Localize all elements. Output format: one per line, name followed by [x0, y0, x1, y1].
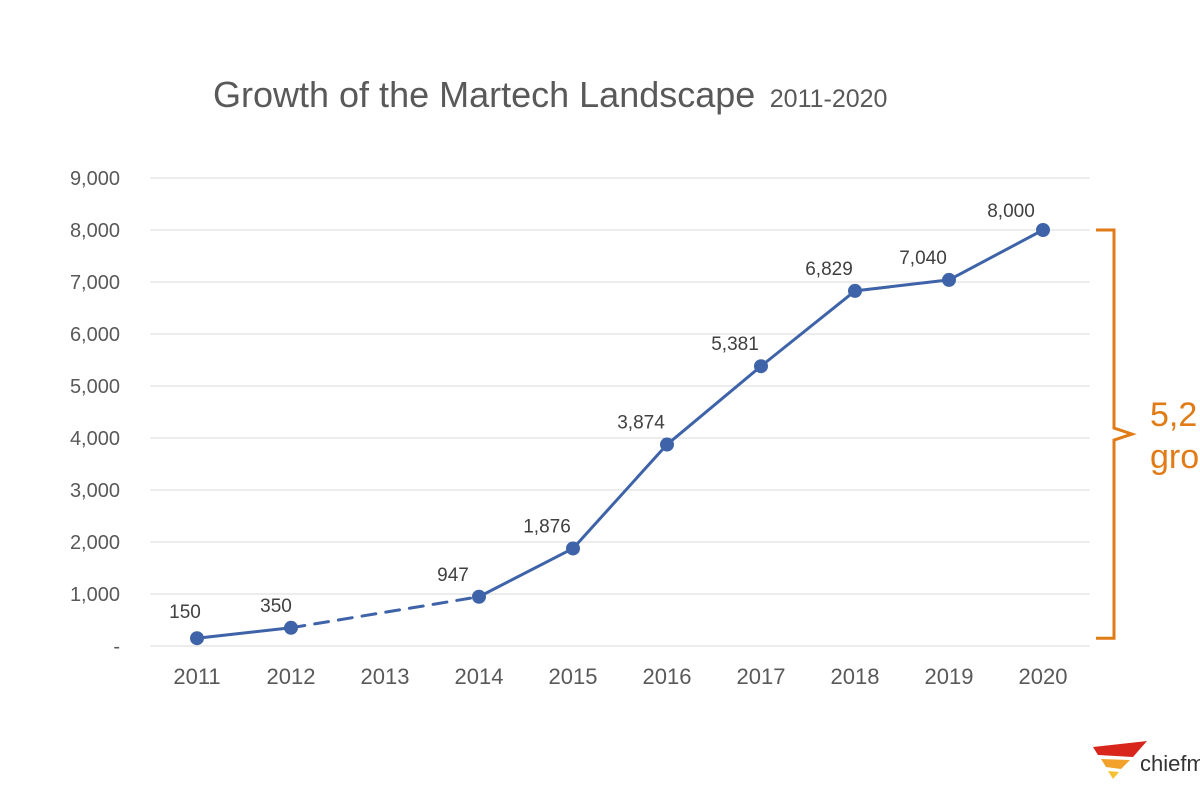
- x-tick-label: 2019: [925, 664, 974, 689]
- y-tick-label: 8,000: [70, 220, 120, 242]
- x-tick-label: 2020: [1019, 664, 1068, 689]
- data-point: [942, 272, 956, 287]
- logo-mark-top: [1093, 741, 1147, 757]
- y-tick-label: 6,000: [70, 324, 120, 346]
- data-point: [566, 541, 580, 556]
- line-segment-dashed: [289, 595, 481, 630]
- y-tick-label: 4,000: [70, 428, 120, 450]
- growth-bracket: [1096, 228, 1137, 640]
- y-tick-label: 7,000: [70, 272, 120, 294]
- line-segment: [947, 228, 1045, 282]
- line-segment: [571, 443, 669, 550]
- y-tick-label: 9,000: [70, 168, 120, 190]
- x-tick-label: 2016: [643, 664, 692, 689]
- chart-title: Growth of the Martech Landscape: [213, 74, 755, 115]
- data-label: 350: [260, 596, 292, 617]
- data-point: [284, 620, 298, 635]
- y-tick-label: 2,000: [70, 532, 120, 554]
- data-point: [1036, 223, 1050, 237]
- data-point: [660, 437, 674, 452]
- data-label: 5,381: [711, 334, 759, 355]
- y-tick-label: 3,000: [70, 480, 120, 502]
- y-axis-ticks: - 1,000 2,000 3,000 4,000 5,000 6,000 7,000 8,00…: [70, 168, 120, 658]
- chiefmartec-logo: chiefm: [1093, 741, 1200, 779]
- data-point: [848, 283, 862, 298]
- line-segment: [759, 289, 857, 368]
- x-tick-label: 2017: [737, 664, 786, 689]
- x-tick-label: 2011: [173, 664, 220, 689]
- logo-text: chiefm: [1140, 751, 1200, 776]
- y-tick-label: 1,000: [70, 584, 120, 606]
- data-labels: 150 350 947 1,876 3,874 5,381 6,829 7,040 8,000: [169, 201, 1035, 623]
- growth-annotation-text: 5,2: [1150, 396, 1197, 434]
- gridlines: [150, 177, 1090, 647]
- data-label: 7,040: [899, 248, 947, 269]
- data-point: [754, 359, 768, 374]
- x-tick-label: 2013: [361, 664, 410, 689]
- growth-annotation-text: gro: [1150, 438, 1199, 476]
- line-segment: [477, 546, 575, 599]
- x-tick-label: 2012: [267, 664, 316, 689]
- x-tick-label: 2018: [831, 664, 880, 689]
- line-segment: [195, 626, 293, 640]
- data-point: [472, 589, 486, 604]
- series-points: [190, 223, 1050, 646]
- data-label: 150: [169, 602, 201, 623]
- x-tick-label: 2015: [549, 664, 598, 689]
- line-segment: [665, 364, 763, 447]
- logo-mark-bottom: [1108, 771, 1119, 779]
- y-tick-label: -: [113, 636, 120, 658]
- svg-text:Growth of the Martech Landscap: Growth of the Martech Landscape 2011-202…: [213, 74, 887, 115]
- growth-annotation: 5,2 gro: [1096, 228, 1199, 640]
- x-tick-label: 2014: [455, 664, 504, 689]
- data-label: 1,876: [523, 516, 571, 537]
- data-label: 947: [437, 565, 469, 586]
- y-tick-label: 5,000: [70, 376, 120, 398]
- x-axis-ticks: 2011 2012 2013 2014 2015 2016 2017 2018 2019 2020: [173, 664, 1067, 689]
- chart-subtitle: 2011-2020: [770, 85, 888, 113]
- logo-mark-middle: [1101, 759, 1130, 769]
- data-label: 6,829: [805, 259, 853, 280]
- data-point: [190, 631, 204, 646]
- data-label: 3,874: [617, 413, 665, 434]
- data-label: 8,000: [987, 201, 1035, 222]
- line-segment: [853, 278, 951, 293]
- series-line: [195, 228, 1045, 640]
